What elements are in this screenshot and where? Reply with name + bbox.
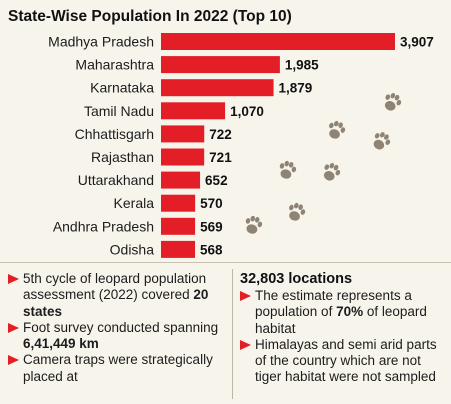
- arrow-bullet-icon: [8, 355, 19, 366]
- bar-value-label: 1,070: [230, 104, 264, 119]
- bar-value-label: 568: [200, 242, 223, 257]
- category-label: Chhattisgarh: [75, 126, 154, 142]
- bar-value-label: 721: [209, 150, 232, 165]
- category-label: Madhya Pradesh: [48, 34, 154, 50]
- bar: [161, 56, 280, 74]
- bar: [161, 194, 196, 212]
- notes-right-heading: 32,803 locations: [240, 271, 353, 287]
- bar: [161, 125, 205, 143]
- notes-panel: 5th cycle of leopard population assessme…: [0, 262, 451, 404]
- column-divider: [232, 269, 233, 399]
- category-label: Rajasthan: [91, 149, 154, 165]
- arrow-bullet-icon: [240, 339, 251, 350]
- bar-value-label: 652: [205, 173, 228, 188]
- bar: [161, 171, 201, 189]
- bar-value-label: 569: [200, 219, 223, 234]
- bar-value-label: 3,907: [400, 35, 434, 50]
- bar-value-label: 1,879: [279, 81, 313, 96]
- bar-chart: State-Wise Population In 2022 (Top 10) M…: [8, 8, 434, 258]
- category-label: Maharashtra: [75, 57, 154, 73]
- category-label: Karnataka: [90, 80, 154, 96]
- category-label: Andhra Pradesh: [53, 218, 154, 234]
- bar-value-label: 570: [200, 196, 223, 211]
- category-label: Odisha: [110, 241, 155, 257]
- bar-value-label: 1,985: [285, 58, 319, 73]
- note-item: 5th cycle of leopard population assessme…: [8, 271, 228, 320]
- bar: [161, 33, 395, 50]
- category-label: Kerala: [114, 195, 155, 211]
- note-item: Himalayas and semi arid parts of the cou…: [240, 337, 446, 386]
- note-item: Camera traps were strategically placed a…: [8, 352, 228, 385]
- note-item: The estimate represents a population of …: [240, 288, 446, 337]
- note-item: Foot survey conducted spanning 6,41,449 …: [8, 320, 228, 353]
- bar: [161, 240, 196, 258]
- chart-title: State-Wise Population In 2022 (Top 10): [8, 8, 292, 25]
- notes-right-column: 32,803 locations The estimate represents…: [240, 271, 446, 386]
- arrow-bullet-icon: [8, 322, 19, 333]
- category-label: Uttarakhand: [78, 172, 154, 188]
- bar-value-label: 722: [209, 127, 232, 142]
- bar: [161, 148, 205, 166]
- bar: [161, 102, 226, 120]
- bar: [161, 79, 274, 97]
- bar: [161, 217, 196, 235]
- arrow-bullet-icon: [8, 274, 19, 284]
- category-label: Tamil Nadu: [84, 103, 154, 119]
- notes-left-column: 5th cycle of leopard population assessme…: [8, 271, 228, 385]
- arrow-bullet-icon: [240, 291, 251, 301]
